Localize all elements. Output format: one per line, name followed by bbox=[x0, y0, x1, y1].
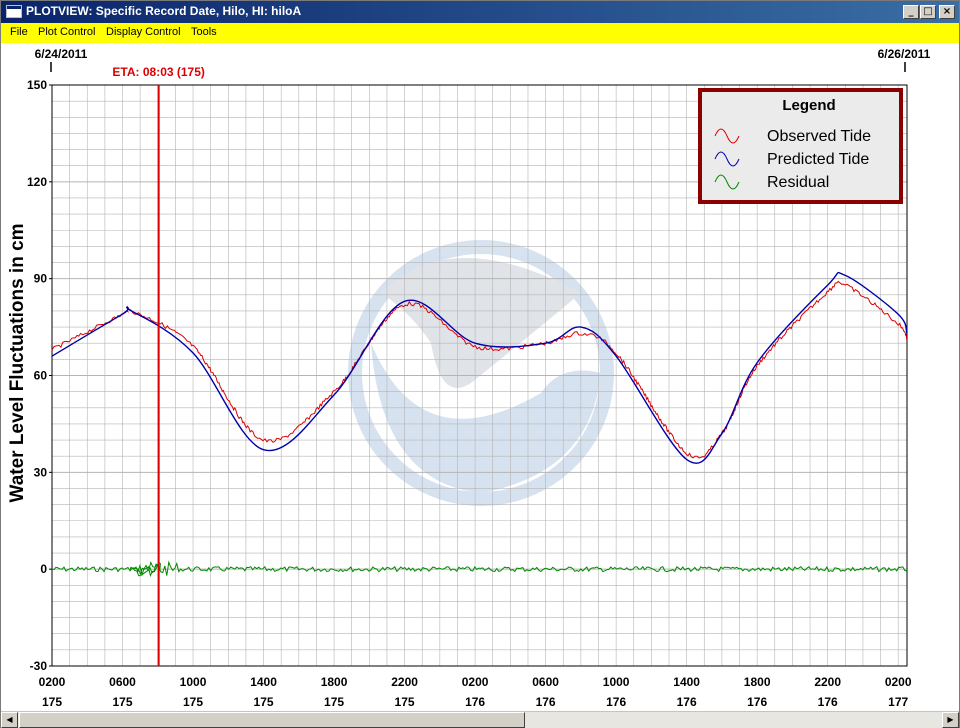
legend-swatch bbox=[714, 174, 740, 190]
x-tick-day-label: 176 bbox=[747, 695, 767, 709]
maximize-button[interactable]: □ bbox=[920, 5, 936, 19]
menu-plot-control[interactable]: Plot Control bbox=[38, 26, 96, 38]
x-tick-day-label: 175 bbox=[183, 695, 203, 709]
x-tick-time-label: 1000 bbox=[180, 675, 207, 689]
tide-chart: -30 0 30 60 90 120 150 0200 175 0600 175 1000 175 14… bbox=[1, 43, 959, 711]
x-tick-time-label: 1800 bbox=[321, 675, 348, 689]
y-tick-label: 120 bbox=[27, 175, 47, 189]
x-tick-time-label: 2200 bbox=[391, 675, 418, 689]
x-tick-day-label: 176 bbox=[677, 695, 697, 709]
x-tick-time-label: 1800 bbox=[744, 675, 771, 689]
legend-entry-label: Observed Tide bbox=[767, 128, 871, 145]
menu-display-control[interactable]: Display Control bbox=[106, 26, 181, 38]
y-axis-label: Water Level Fluctuations in cm bbox=[7, 223, 28, 502]
x-tick-day-label: 176 bbox=[465, 695, 485, 709]
horizontal-scrollbar[interactable]: ◀ ▶ bbox=[1, 711, 959, 728]
x-tick-day-label: 176 bbox=[818, 695, 838, 709]
x-tick-time-label: 0600 bbox=[109, 675, 136, 689]
date-start-marker: 6/24/2011 bbox=[35, 47, 88, 72]
legend-entry-label: Predicted Tide bbox=[767, 151, 869, 168]
series-line-residual bbox=[51, 560, 907, 578]
menu-file[interactable]: File bbox=[10, 26, 28, 38]
window-title: PLOTVIEW: Specific Record Date, Hilo, HI… bbox=[26, 4, 302, 18]
x-tick-time-label: 0200 bbox=[885, 675, 912, 689]
series-layer bbox=[51, 271, 908, 578]
y-tick-label: 150 bbox=[27, 78, 47, 92]
x-tick-time-label: 0200 bbox=[39, 675, 66, 689]
legend-title: Legend bbox=[782, 97, 835, 114]
app-window-icon[interactable] bbox=[6, 5, 22, 18]
series-line-observed-tide bbox=[51, 280, 908, 459]
x-axis: 0200 175 0600 175 1000 175 1400 175 1800 175 2200 1… bbox=[39, 675, 912, 709]
title-bar[interactable]: PLOTVIEW: Specific Record Date, Hilo, HI… bbox=[1, 1, 959, 23]
x-tick-time-label: 1400 bbox=[673, 675, 700, 689]
x-tick-day-label: 175 bbox=[324, 695, 344, 709]
scroll-thumb[interactable] bbox=[19, 712, 525, 728]
menu-tools[interactable]: Tools bbox=[191, 26, 217, 38]
x-tick-day-label: 176 bbox=[606, 695, 626, 709]
y-tick-label: 60 bbox=[34, 369, 48, 383]
x-tick-day-label: 177 bbox=[888, 695, 908, 709]
date-end-label: 6/26/2011 bbox=[878, 47, 931, 61]
y-tick-label: 30 bbox=[34, 465, 48, 479]
menu-bar: File Plot Control Display Control Tools bbox=[1, 23, 959, 43]
y-tick-label: 90 bbox=[34, 272, 48, 286]
x-tick-time-label: 0200 bbox=[462, 675, 489, 689]
x-tick-time-label: 1400 bbox=[250, 675, 277, 689]
x-tick-time-label: 2200 bbox=[814, 675, 841, 689]
scroll-right-button[interactable]: ▶ bbox=[942, 712, 959, 728]
scroll-left-button[interactable]: ◀ bbox=[1, 712, 18, 728]
legend: Legend Observed Tide Predicted Tide Residu… bbox=[698, 88, 903, 204]
watermark-logo bbox=[348, 240, 614, 506]
close-button[interactable]: × bbox=[939, 5, 955, 19]
date-end-marker: 6/26/2011 bbox=[878, 47, 931, 72]
x-tick-time-label: 0600 bbox=[532, 675, 559, 689]
legend-entry-label: Residual bbox=[767, 174, 829, 191]
y-tick-label: -30 bbox=[30, 659, 48, 673]
series-line-predicted-tide bbox=[51, 271, 908, 464]
x-tick-day-label: 176 bbox=[536, 695, 556, 709]
y-axis: -30 0 30 60 90 120 150 bbox=[27, 78, 52, 673]
legend-swatch bbox=[714, 128, 740, 144]
x-tick-day-label: 175 bbox=[42, 695, 62, 709]
x-tick-day-label: 175 bbox=[112, 695, 132, 709]
legend-box bbox=[698, 88, 903, 204]
x-tick-day-label: 175 bbox=[254, 695, 274, 709]
x-tick-day-label: 175 bbox=[395, 695, 415, 709]
eta-label: ETA: 08:03 (175) bbox=[112, 65, 204, 79]
date-start-label: 6/24/2011 bbox=[35, 47, 88, 61]
x-tick-time-label: 1000 bbox=[603, 675, 630, 689]
y-tick-label: 0 bbox=[40, 562, 47, 576]
legend-swatch bbox=[714, 151, 740, 167]
tide-chart-svg: -30 0 30 60 90 120 150 0200 175 0600 175 1000 175 14… bbox=[7, 47, 931, 709]
minimize-button[interactable]: _ bbox=[903, 5, 919, 19]
